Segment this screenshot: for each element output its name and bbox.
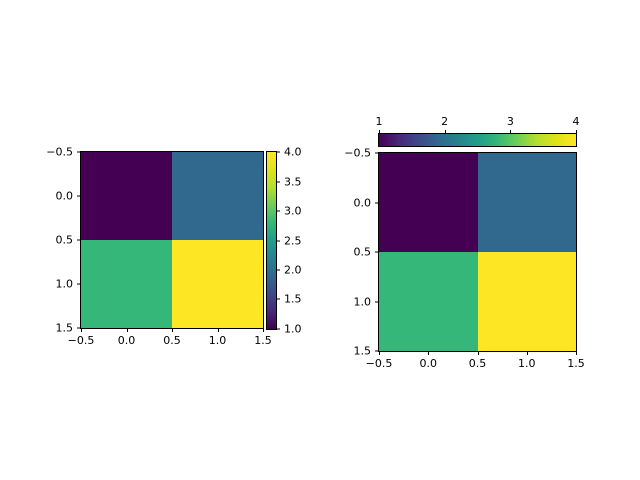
right-heatmap-cell-3 xyxy=(379,252,478,351)
y-tick-label: −0.5 xyxy=(344,146,371,160)
left-heatmap-cell-2 xyxy=(172,152,263,240)
y-tick-mark xyxy=(375,301,379,302)
colorbar-tick-label: 3.5 xyxy=(284,175,302,188)
colorbar-tick-label: 1.0 xyxy=(284,322,302,336)
y-tick-label: 1.0 xyxy=(55,277,74,291)
y-tick-mark xyxy=(77,327,81,329)
x-tick-mark xyxy=(477,351,479,355)
colorbar-tick-label: 2 xyxy=(441,115,449,128)
x-tick-label: 0.5 xyxy=(163,334,181,347)
left-heatmap-cell-4 xyxy=(172,240,263,328)
colorbar-tick-mark xyxy=(276,210,280,212)
x-tick-mark xyxy=(379,351,380,355)
colorbar-tick-label: 4 xyxy=(572,115,580,128)
left-colorbar: 4.0 3.5 3.0 2.5 2.0 1.5 1.0 xyxy=(266,147,302,335)
x-tick-mark xyxy=(172,328,173,332)
colorbar-tick-mark xyxy=(276,151,280,153)
x-tick-label: 0.0 xyxy=(117,334,136,347)
colorbar-tick-mark xyxy=(444,130,446,134)
x-tick-mark xyxy=(576,351,577,355)
y-tick-label: 0.0 xyxy=(353,196,372,209)
right-heatmap-axes: −0.5 0.0 0.5 1.0 1.5 −0.5 0.0 0.5 1.0 1.… xyxy=(344,148,584,370)
y-tick-mark xyxy=(375,350,379,352)
right-colorbar: 1 2 3 4 xyxy=(376,116,580,147)
y-tick-mark xyxy=(375,251,379,253)
colorbar-tick-mark xyxy=(276,298,280,300)
x-tick-label: 1.0 xyxy=(518,357,536,370)
colorbar-tick-label: 4.0 xyxy=(284,145,302,159)
x-tick-mark xyxy=(263,328,264,332)
y-tick-mark xyxy=(375,202,379,203)
x-tick-label: 1.0 xyxy=(208,334,227,347)
x-tick-mark xyxy=(217,328,219,332)
x-tick-label: 0.5 xyxy=(468,357,487,370)
colorbar-tick-mark xyxy=(576,130,577,134)
colorbar-tick-mark xyxy=(276,181,280,182)
x-tick-mark xyxy=(81,328,82,332)
colorbar-tick-label: 3 xyxy=(506,115,514,128)
x-tick-label: 1.5 xyxy=(567,357,585,370)
colorbar-tick-mark xyxy=(276,240,280,241)
y-tick-mark xyxy=(77,239,81,241)
y-tick-label: −0.5 xyxy=(46,145,73,159)
y-tick-label: 0.5 xyxy=(55,233,74,247)
left-heatmap-cell-1 xyxy=(81,152,172,240)
colorbar-tick-label: 3.0 xyxy=(284,204,302,218)
x-tick-mark xyxy=(428,351,430,355)
x-tick-mark xyxy=(526,351,528,355)
y-tick-mark xyxy=(77,151,81,153)
y-tick-mark xyxy=(77,195,81,197)
x-tick-mark xyxy=(126,328,128,332)
colorbar-tick-label: 1.5 xyxy=(284,292,302,306)
y-tick-mark xyxy=(375,152,379,154)
right-heatmap-cell-4 xyxy=(477,252,576,351)
x-tick-label: 0.0 xyxy=(419,357,438,370)
y-tick-label: 1.5 xyxy=(353,344,372,358)
left-heatmap-axes: −0.5 0.0 0.5 1.0 1.5 −0.5 0.0 0.5 1.0 1.… xyxy=(46,147,271,347)
y-tick-label: 1.5 xyxy=(55,321,74,335)
right-heatmap-cell-2 xyxy=(477,153,576,252)
y-tick-label: 0.0 xyxy=(55,189,74,203)
colorbar-tick-mark xyxy=(379,130,380,134)
colorbar-tick-label: 2.5 xyxy=(284,234,302,247)
x-tick-label: −0.5 xyxy=(365,357,393,370)
colorbar-tick-label: 2.0 xyxy=(284,263,302,277)
colorbar-tick-mark xyxy=(276,328,280,330)
colorbar-tick-mark xyxy=(510,130,512,134)
colorbar-tick-label: 1 xyxy=(375,115,383,128)
y-tick-label: 0.5 xyxy=(353,245,372,259)
x-tick-label: 1.5 xyxy=(254,334,272,347)
right-heatmap-cell-1 xyxy=(379,153,478,252)
colorbar-tick-mark xyxy=(276,269,280,271)
y-tick-mark xyxy=(77,283,81,285)
left-heatmap-cell-3 xyxy=(81,240,172,328)
y-tick-label: 1.0 xyxy=(353,295,372,308)
x-tick-label: −0.5 xyxy=(67,334,95,347)
